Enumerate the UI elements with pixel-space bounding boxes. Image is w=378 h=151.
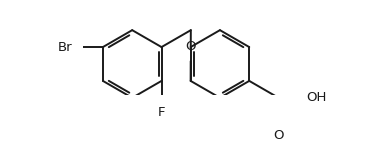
Text: OH: OH (306, 91, 326, 104)
Text: F: F (158, 106, 165, 119)
Text: O: O (186, 40, 196, 53)
Text: O: O (273, 130, 284, 143)
Text: Br: Br (57, 41, 72, 54)
